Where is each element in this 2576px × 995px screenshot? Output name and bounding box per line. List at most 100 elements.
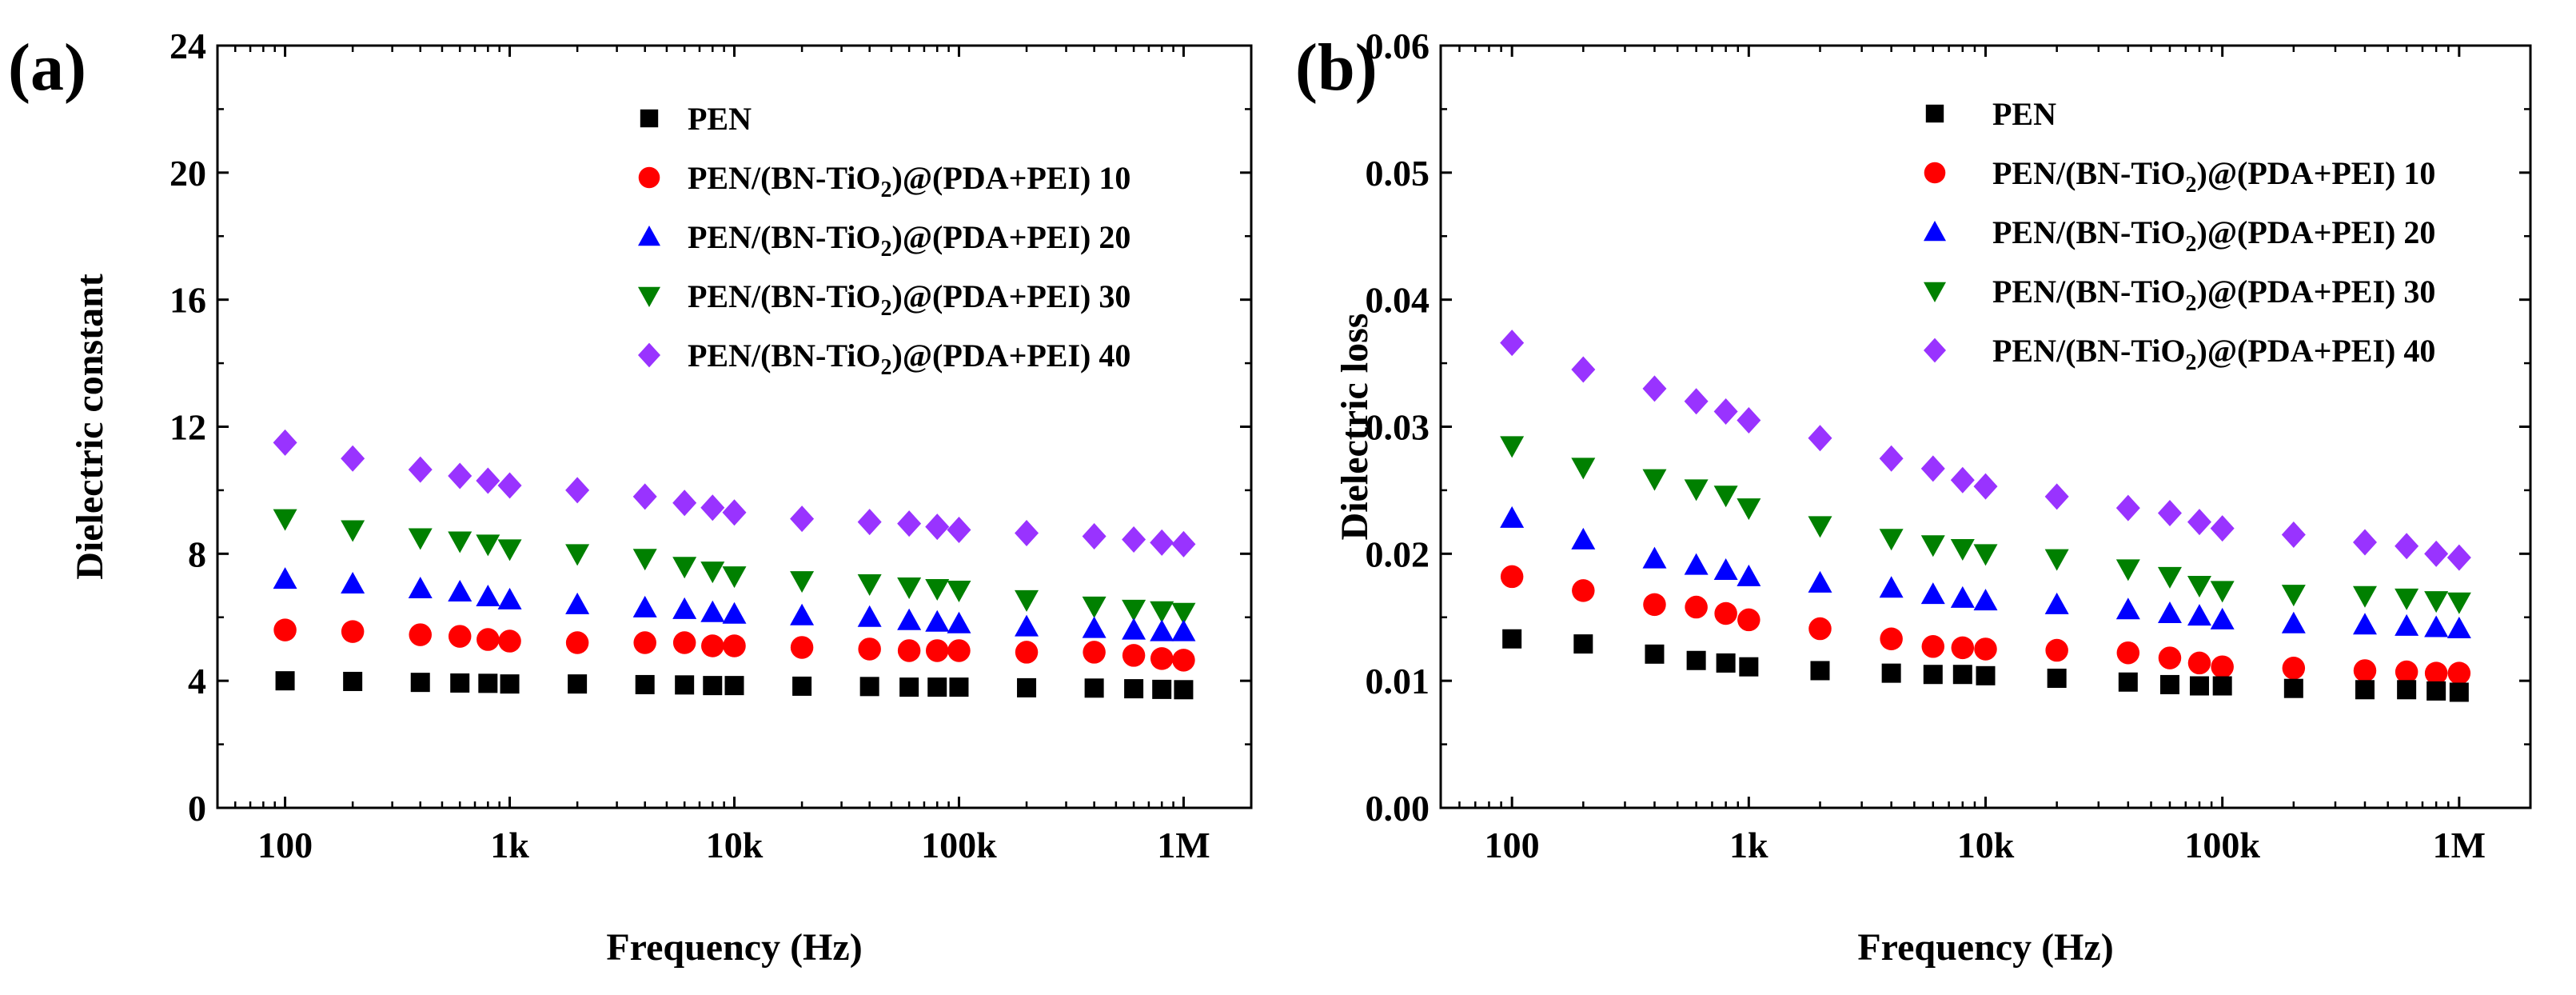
- data-point-a-1-13: [897, 577, 922, 600]
- legend-label-b-4: PEN/(BN-TiO2)@(PDA+PEI) 40: [1992, 333, 2435, 375]
- data-point-a-4-1: [343, 671, 363, 691]
- data-point-a-3-2: [409, 623, 432, 646]
- legend-marker-a-1: [638, 166, 660, 189]
- data-point-b-2-10: [1973, 589, 1998, 611]
- data-point-a-3-13: [897, 639, 921, 662]
- data-point-b-1-15: [2210, 581, 2235, 603]
- legend-label-a-4: PEN/(BN-TiO2)@(PDA+PEI) 40: [688, 338, 1130, 380]
- data-point-a-1-18: [1122, 599, 1146, 621]
- y-tick-label-a-6: 24: [169, 26, 206, 66]
- data-point-a-4-3: [450, 673, 470, 693]
- data-point-b-0-18: [2395, 533, 2419, 560]
- data-point-a-4-5: [500, 674, 520, 694]
- data-point-b-3-20: [2447, 661, 2471, 685]
- legend-b: PEN PEN/(BN-TiO2)@(PDA+PEI) 10 PEN/(BN-TiO…: [1924, 96, 2435, 375]
- data-point-a-2-1: [341, 572, 365, 594]
- series-a-pen-bn-tio2-pda-pei-30: [273, 509, 1196, 625]
- data-point-b-2-4: [1713, 557, 1738, 580]
- data-point-b-1-17: [2352, 585, 2377, 608]
- legend-label-b-3: PEN/(BN-TiO2)@(PDA+PEI) 30: [1992, 274, 2435, 316]
- data-point-a-0-6: [565, 477, 590, 504]
- data-point-b-3-11: [2045, 638, 2068, 662]
- panel-label-b: (b): [1295, 30, 1378, 105]
- x-axis-title-a: Frequency (Hz): [606, 926, 862, 969]
- data-point-a-1-2: [408, 528, 433, 550]
- data-point-a-4-0: [275, 671, 295, 691]
- data-point-a-4-12: [859, 677, 879, 697]
- data-point-a-1-0: [273, 509, 297, 531]
- data-point-a-3-0: [273, 618, 297, 641]
- series-b-pen: [1502, 629, 2469, 702]
- data-point-b-2-13: [2157, 601, 2182, 623]
- data-point-a-0-2: [408, 456, 433, 483]
- data-point-a-2-3: [448, 579, 473, 601]
- data-point-b-4-14: [2189, 676, 2209, 696]
- data-point-a-3-9: [701, 634, 724, 657]
- data-point-b-3-5: [1737, 608, 1761, 632]
- data-point-b-3-13: [2158, 646, 2182, 669]
- data-point-a-2-4: [476, 584, 500, 606]
- data-point-a-0-15: [947, 517, 971, 544]
- data-point-b-2-12: [2115, 597, 2140, 620]
- data-point-b-3-4: [1714, 601, 1737, 625]
- y-tick-label-a-0: 0: [188, 788, 206, 829]
- data-point-b-1-5: [1737, 498, 1761, 521]
- series-b-pen-bn-tio2-pda-pei-20: [1500, 505, 2471, 639]
- data-point-b-2-15: [2210, 607, 2235, 629]
- legend-label-a-1: PEN/(BN-TiO2)@(PDA+PEI) 10: [688, 160, 1130, 202]
- data-point-b-3-7: [1880, 627, 1903, 651]
- legend-marker-b-0: [1925, 104, 1944, 123]
- data-point-b-1-9: [1950, 538, 1975, 561]
- data-point-a-2-18: [1122, 617, 1146, 640]
- data-point-a-0-19: [1150, 529, 1174, 556]
- data-point-a-2-0: [273, 567, 297, 589]
- x-tick-label-b-3: 100k: [2184, 825, 2260, 865]
- data-point-b-0-3: [1684, 388, 1709, 415]
- data-point-a-1-11: [790, 571, 815, 593]
- data-point-b-0-14: [2187, 509, 2211, 536]
- legend-marker-b-1: [1924, 162, 1946, 184]
- series-a-pen-bn-tio2-pda-pei-40: [273, 429, 1196, 557]
- y-tick-label-a-2: 8: [188, 533, 206, 574]
- data-point-a-2-12: [857, 605, 882, 627]
- panel-a-dielectric-constant-chart: (a) 0 4 8 12 16 20 24 100 1k 10k 100k 1M Frequency (H…: [8, 26, 1253, 969]
- data-point-a-3-16: [1015, 641, 1039, 664]
- data-point-b-0-0: [1500, 330, 1525, 357]
- data-point-b-3-0: [1500, 565, 1524, 589]
- legend-marker-b-3: [1924, 282, 1946, 302]
- data-point-b-4-5: [1739, 657, 1759, 677]
- data-point-b-4-16: [2283, 678, 2303, 698]
- data-point-b-2-3: [1684, 553, 1709, 575]
- y-tick-label-a-1: 4: [188, 661, 206, 701]
- legend-marker-a-0: [640, 109, 659, 128]
- x-tick-label-b-4: 1M: [2433, 825, 2486, 865]
- data-point-a-0-8: [672, 490, 697, 517]
- data-point-b-3-10: [1974, 637, 1997, 661]
- data-point-a-4-16: [1017, 677, 1037, 697]
- data-point-b-1-3: [1684, 479, 1709, 501]
- data-point-b-2-18: [2395, 613, 2419, 636]
- data-point-a-4-2: [410, 673, 430, 693]
- data-point-b-1-11: [2044, 549, 2069, 571]
- data-point-b-3-19: [2424, 661, 2448, 685]
- data-point-b-2-16: [2281, 611, 2306, 633]
- data-point-a-2-16: [1015, 614, 1039, 637]
- y-tick-label-a-4: 16: [169, 280, 206, 321]
- data-point-a-0-16: [1015, 520, 1039, 547]
- data-point-a-1-15: [947, 580, 971, 602]
- data-point-a-1-7: [632, 549, 657, 571]
- data-point-b-0-15: [2210, 515, 2235, 542]
- data-point-b-1-1: [1571, 458, 1596, 480]
- data-point-b-4-18: [2397, 680, 2417, 700]
- x-tick-label-a-4: 1M: [1157, 825, 1210, 865]
- x-tick-label-a-2: 10k: [706, 825, 764, 865]
- data-point-a-0-13: [897, 510, 922, 537]
- data-point-a-4-15: [949, 677, 969, 697]
- data-point-a-2-10: [722, 601, 747, 624]
- data-point-b-3-15: [2211, 655, 2234, 678]
- data-point-b-0-20: [2446, 544, 2471, 571]
- data-point-a-4-6: [568, 674, 588, 694]
- data-point-a-0-18: [1122, 525, 1146, 553]
- data-point-b-3-1: [1572, 579, 1595, 602]
- data-point-a-0-12: [857, 509, 882, 536]
